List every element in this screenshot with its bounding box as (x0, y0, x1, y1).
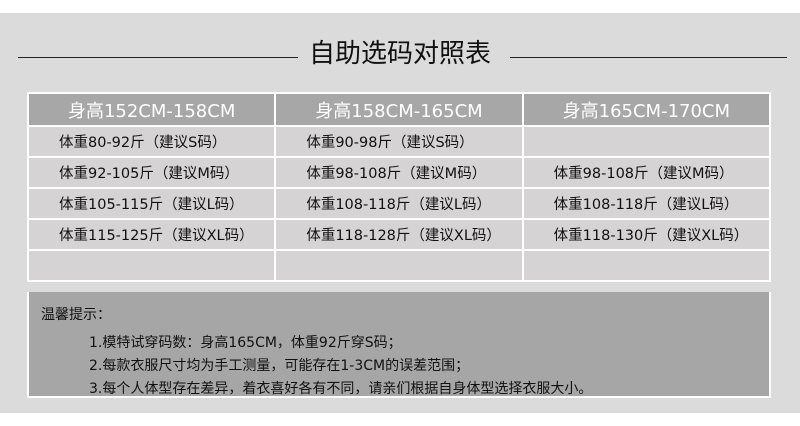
table-row: 体重92-105斤（建议M码） 体重98-108斤（建议M码） 体重98-108… (26, 156, 772, 189)
table-cell: 体重108-118斤（建议L码） (274, 187, 524, 220)
table-cell: 体重92-105斤（建议M码） (26, 156, 277, 189)
note-item: 3.每个人体型存在差异，着衣喜好各有不同，请亲们根据自身体型选择衣服大小。 (89, 381, 593, 397)
table-cell (26, 249, 277, 282)
notes-box: 温馨提示： 1.模特试穿码数：身高165CM，体重92斤穿S码； 2.每款衣服尺… (27, 292, 771, 398)
table-row: 体重80-92斤（建议S码） 体重90-98斤（建议S码） (26, 125, 772, 158)
table-header-row: 身高152CM-158CM 身高158CM-165CM 身高165CM-170C… (26, 92, 772, 127)
table-cell (274, 249, 524, 282)
title-divider-left (18, 57, 298, 58)
table-cell: 体重108-118斤（建议L码） (521, 187, 772, 220)
table-cell: 体重90-98斤（建议S码） (274, 125, 524, 158)
table-row: 体重105-115斤（建议L码） 体重108-118斤（建议L码） 体重108-… (26, 187, 772, 220)
note-item: 1.模特试穿码数：身高165CM，体重92斤穿S码； (89, 335, 402, 351)
header-cell: 身高158CM-165CM (274, 92, 524, 127)
table-cell: 体重98-108斤（建议M码） (274, 156, 524, 189)
header-cell: 身高152CM-158CM (26, 92, 277, 127)
table-row (26, 249, 772, 282)
table-cell: 体重115-125斤（建议XL码） (26, 218, 277, 251)
notes-heading: 温馨提示： (41, 307, 111, 323)
table-cell (521, 249, 772, 282)
page-title: 自助选码对照表 (0, 33, 800, 70)
size-table: 身高152CM-158CM 身高158CM-165CM 身高165CM-170C… (26, 92, 772, 282)
title-divider-right (510, 57, 787, 58)
table-cell (521, 125, 772, 158)
header-cell: 身高165CM-170CM (521, 92, 772, 127)
table-cell: 体重118-128斤（建议XL码） (274, 218, 524, 251)
table-cell: 体重105-115斤（建议L码） (26, 187, 277, 220)
table-cell: 体重118-130斤（建议XL码） (521, 218, 772, 251)
table-row: 体重115-125斤（建议XL码） 体重118-128斤（建议XL码） 体重11… (26, 218, 772, 251)
note-item: 2.每款衣服尺寸均为手工测量，可能存在1-3CM的误差范围； (89, 358, 470, 374)
table-cell: 体重98-108斤（建议M码） (521, 156, 772, 189)
page-title-text: 自助选码对照表 (302, 39, 497, 69)
table-cell: 体重80-92斤（建议S码） (26, 125, 277, 158)
